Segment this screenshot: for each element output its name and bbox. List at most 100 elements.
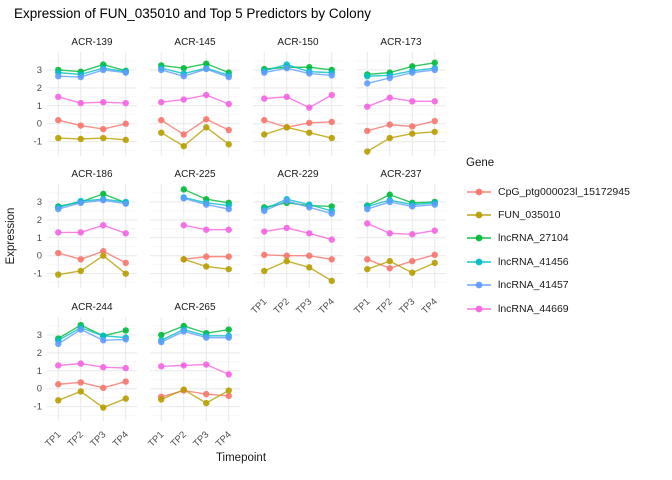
- facet-strip-label: ACR-186: [71, 169, 113, 180]
- data-point-lncRNA_41457: [77, 326, 84, 333]
- facet-panel-ACR-229: ACR-229 TP1 TP2 TP3 TP4: [249, 169, 343, 316]
- data-point-lncRNA_41457: [180, 328, 187, 335]
- series-line-lncRNA_44669: [264, 227, 332, 241]
- x-tick-label: TP4: [214, 429, 234, 449]
- y-tick-label: 1: [37, 101, 42, 112]
- data-point-lncRNA_27104: [409, 63, 416, 70]
- data-point-lncRNA_44669: [283, 93, 290, 101]
- x-tick-label: TP4: [420, 296, 440, 316]
- data-point-lncRNA_41457: [261, 69, 268, 76]
- data-point-lncRNA_41456: [100, 332, 107, 340]
- data-point-lncRNA_44669: [431, 98, 438, 105]
- data-point-lncRNA_44669: [122, 99, 129, 107]
- data-point-lncRNA_44669: [77, 360, 84, 367]
- data-point-lncRNA_41457: [409, 69, 416, 76]
- legend-entry-lncRNA_27104: lncRNA_27104: [466, 227, 630, 250]
- data-point-CpG_ptg000023l_15172945: [100, 248, 107, 255]
- data-point-lncRNA_41457: [431, 66, 438, 74]
- facet-strip-label: ACR-139: [71, 37, 113, 48]
- data-point-lncRNA_44669: [77, 99, 84, 107]
- data-point-lncRNA_41457: [386, 198, 393, 206]
- series-line-FUN_035010: [58, 255, 127, 276]
- legend-title: Gene: [466, 157, 495, 169]
- data-point-FUN_035010: [431, 128, 438, 135]
- data-point-lncRNA_44669: [225, 100, 232, 108]
- data-point-lncRNA_44669: [306, 104, 313, 111]
- data-point-FUN_035010: [203, 124, 210, 131]
- data-point-lncRNA_41457: [180, 73, 187, 80]
- facet-strip-label: ACR-145: [174, 37, 216, 48]
- data-point-lncRNA_44669: [203, 91, 210, 99]
- y-tick-label: 1: [37, 366, 42, 377]
- x-tick-label: TP1: [352, 296, 372, 316]
- data-point-lncRNA_44669: [180, 362, 187, 369]
- data-point-FUN_035010: [180, 386, 187, 393]
- data-point-lncRNA_41457: [55, 340, 62, 348]
- data-point-lncRNA_41457: [364, 205, 371, 213]
- data-point-lncRNA_41456: [364, 73, 371, 80]
- series-line-lncRNA_44669: [58, 362, 126, 369]
- data-point-FUN_035010: [409, 269, 416, 276]
- data-point-lncRNA_41457: [225, 334, 232, 341]
- data-point-lncRNA_41457: [306, 204, 313, 211]
- series-line-FUN_035010: [264, 126, 332, 139]
- data-point-CpG_ptg000023l_15172945: [225, 126, 232, 134]
- data-point-lncRNA_41457: [328, 72, 335, 79]
- x-axis-title: Timepoint: [215, 452, 267, 464]
- data-point-CpG_ptg000023l_15172945: [306, 119, 313, 127]
- data-point-FUN_035010: [100, 404, 107, 411]
- data-point-lncRNA_41457: [364, 80, 371, 87]
- data-point-lncRNA_44669: [55, 229, 62, 236]
- facet-panel-ACR-237: ACR-237 TP1 TP2 TP3 TP4: [352, 169, 446, 316]
- data-point-FUN_035010: [122, 270, 129, 277]
- y-tick-label: 3: [37, 197, 42, 208]
- data-point-FUN_035010: [180, 256, 187, 263]
- series-line-lncRNA_27104: [160, 325, 229, 336]
- data-point-CpG_ptg000023l_15172945: [77, 122, 84, 129]
- series-line-lncRNA_41457: [160, 330, 229, 343]
- series-line-FUN_035010: [57, 390, 127, 409]
- series-line-lncRNA_27104: [58, 63, 126, 73]
- data-point-CpG_ptg000023l_15172945: [431, 117, 438, 125]
- series-line-lncRNA_41456: [367, 67, 435, 77]
- series-line-lncRNA_41456: [367, 199, 435, 208]
- data-point-CpG_ptg000023l_15172945: [122, 378, 129, 385]
- y-tick-label: -1: [34, 402, 42, 413]
- facet-strip-label: ACR-173: [380, 37, 422, 48]
- data-point-FUN_035010: [261, 131, 268, 138]
- series-line-lncRNA_44669: [366, 222, 435, 235]
- data-point-CpG_ptg000023l_15172945: [203, 253, 210, 260]
- data-point-lncRNA_27104: [158, 331, 165, 339]
- series-line-lncRNA_41457: [58, 199, 126, 210]
- series-line-CpG_ptg000023l_15172945: [366, 254, 435, 269]
- data-point-CpG_ptg000023l_15172945: [100, 384, 107, 392]
- data-point-CpG_ptg000023l_15172945: [283, 252, 290, 259]
- data-point-lncRNA_41457: [122, 69, 129, 76]
- facet-panel-ACR-139: ACR-139 3 2 1 0 -1: [34, 37, 137, 156]
- data-point-FUN_035010: [364, 148, 371, 155]
- legend-entry-label: CpG_ptg000023l_15172945: [498, 185, 630, 198]
- legend-entry-lncRNA_41456: lncRNA_41456: [466, 250, 630, 273]
- series-line-lncRNA_44669: [58, 224, 126, 234]
- legend-entry-lncRNA_44669: lncRNA_44669: [466, 297, 630, 320]
- y-tick-label: 3: [37, 330, 42, 341]
- data-point-FUN_035010: [328, 134, 335, 142]
- data-point-CpG_ptg000023l_15172945: [306, 252, 313, 259]
- data-point-lncRNA_41457: [55, 205, 62, 213]
- series-line-FUN_035010: [160, 388, 230, 404]
- data-point-CpG_ptg000023l_15172945: [261, 116, 268, 124]
- x-tick-label: TP1: [43, 429, 63, 449]
- data-point-FUN_035010: [409, 130, 416, 137]
- legend-entry-FUN_035010: FUN_035010: [466, 203, 630, 226]
- data-point-lncRNA_44669: [261, 228, 268, 235]
- series-line-CpG_ptg000023l_15172945: [58, 380, 126, 389]
- data-point-FUN_035010: [203, 263, 210, 270]
- x-tick-label: TP1: [146, 429, 166, 449]
- series-line-lncRNA_41457: [264, 67, 332, 77]
- data-point-lncRNA_41457: [158, 66, 165, 74]
- data-point-CpG_ptg000023l_15172945: [364, 256, 371, 263]
- data-point-lncRNA_41457: [203, 65, 210, 73]
- data-point-lncRNA_44669: [100, 99, 107, 106]
- data-point-lncRNA_41457: [386, 74, 393, 82]
- data-point-FUN_035010: [225, 265, 232, 273]
